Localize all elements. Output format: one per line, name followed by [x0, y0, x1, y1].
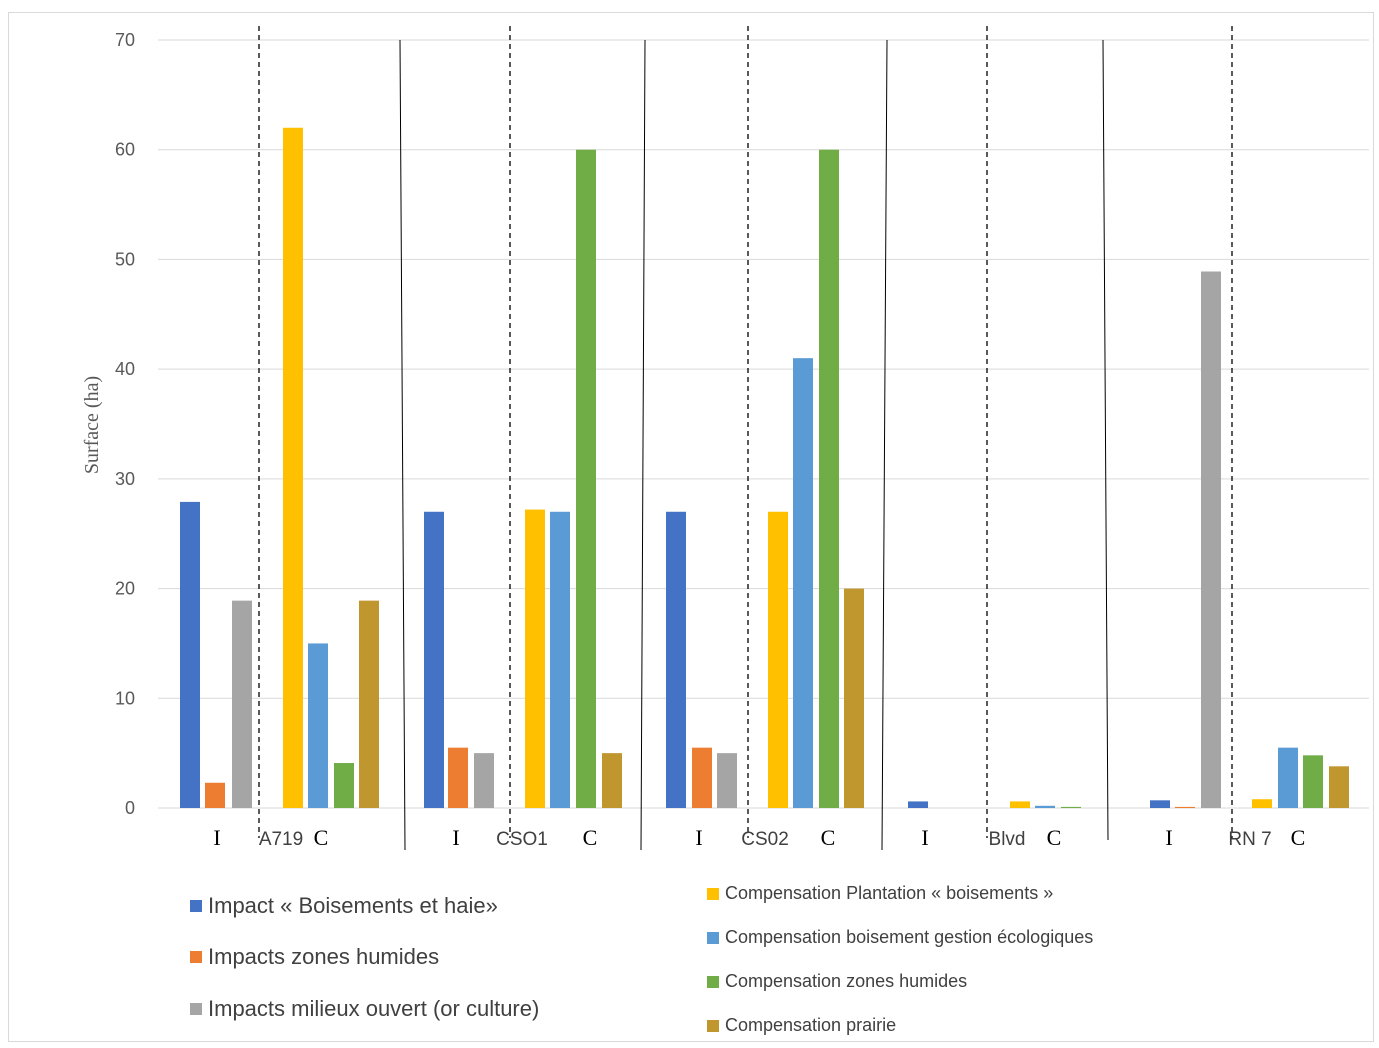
x-label-impact: I	[921, 825, 928, 850]
x-label-impact: I	[1165, 825, 1172, 850]
group-separator	[399, 39, 406, 851]
legend-swatch	[707, 975, 719, 988]
legend-label: Impacts milieux ouvert (or culture)	[208, 996, 540, 1021]
bar-cso1-compensation-2	[576, 149, 596, 808]
bar-a719-compensation-1	[308, 643, 328, 808]
bar-cs02-impact-0	[666, 511, 686, 808]
y-tick-label: 40	[115, 359, 135, 379]
bar-rn-7-impact-1	[1175, 806, 1195, 808]
y-tick-label: 0	[125, 798, 135, 818]
legend-item-comp-zones-humides: Compensation zones humides	[707, 971, 967, 992]
legend-label: Impacts zones humides	[208, 944, 440, 969]
x-label-impact: I	[452, 825, 459, 850]
bar-a719-impact-1	[205, 782, 225, 808]
x-label-compensation: C	[1047, 825, 1062, 850]
x-label-group-name: CS02	[741, 829, 789, 850]
bar-cs02-compensation-0	[768, 511, 788, 808]
bar-cso1-impact-2	[474, 753, 494, 808]
bar-blvd-compensation-1	[1035, 805, 1055, 808]
legend-item-comp-prairie: Compensation prairie	[707, 1015, 896, 1036]
x-axis-labels: I A719 C I CSO1 C I CS02 C I Blvd C I RN 7 C	[213, 825, 1305, 850]
bar-cs02-compensation-1	[793, 358, 813, 808]
bar-rn-7-compensation-2	[1303, 755, 1323, 808]
bar-cso1-compensation-0	[525, 509, 545, 808]
group-separator	[881, 39, 888, 851]
bar-rn-7-impact-2	[1201, 271, 1221, 808]
legend-swatch	[190, 1003, 202, 1015]
x-label-group-name: Blvd	[989, 829, 1026, 850]
bar-cs02-compensation-3	[844, 588, 864, 808]
bar-a719-compensation-2	[334, 763, 354, 808]
legend-swatch	[707, 887, 719, 900]
x-label-compensation: C	[314, 825, 329, 850]
group-separator	[1102, 39, 1109, 841]
y-tick-label: 30	[115, 469, 135, 489]
y-tick-label: 60	[115, 140, 135, 160]
chart-frame	[8, 12, 1374, 1042]
legend-label: Compensation zones humides	[725, 971, 968, 991]
legend-swatch	[707, 931, 719, 944]
legend-item-comp-boisement-gestion: Compensation boisement gestion écologiqu…	[707, 927, 1093, 948]
y-tick-label: 10	[115, 688, 135, 708]
x-label-group-name: A719	[259, 829, 303, 850]
legend-swatch	[707, 1019, 719, 1032]
bar-chart: 0 10 20 30 40 50 60 70 I A719 C I CSO1 C I CS02 C I Blvd C…	[81, 26, 1369, 851]
bars	[180, 127, 1349, 809]
bar-cso1-impact-1	[448, 747, 468, 808]
bar-blvd-compensation-0	[1010, 801, 1030, 808]
x-label-compensation: C	[583, 825, 598, 850]
x-label-compensation: C	[1291, 825, 1306, 850]
bar-blvd-impact-0	[908, 801, 928, 808]
y-tick-label: 50	[115, 249, 135, 269]
y-tick-label: 20	[115, 579, 135, 599]
bar-rn-7-compensation-1	[1278, 747, 1298, 808]
y-axis-ticks: 0 10 20 30 40 50 60 70	[115, 30, 135, 818]
legend-label: Compensation prairie	[725, 1015, 897, 1035]
y-tick-label: 70	[115, 30, 135, 50]
group-separator	[640, 39, 646, 851]
legend-swatch	[190, 900, 202, 912]
bar-a719-impact-0	[180, 501, 200, 808]
legend-label: Compensation Plantation « boisements »	[725, 883, 1054, 903]
x-label-impact: I	[695, 825, 702, 850]
legend-item-comp-plantation: Compensation Plantation « boisements »	[707, 883, 1053, 904]
y-axis-title: Surface (ha)	[81, 376, 103, 474]
legend-item-impact-boisements: Impact « Boisements et haie»	[190, 893, 498, 919]
bar-rn-7-impact-0	[1150, 800, 1170, 808]
x-label-impact: I	[213, 825, 220, 850]
bar-rn-7-compensation-3	[1329, 766, 1349, 808]
legend-label: Impact « Boisements et haie»	[208, 893, 498, 918]
bar-a719-compensation-3	[359, 600, 379, 808]
bar-cs02-impact-1	[692, 747, 712, 808]
bar-cso1-impact-0	[424, 511, 444, 808]
grid-lines	[158, 39, 1369, 809]
legend-label: Compensation boisement gestion écologiqu…	[725, 927, 1094, 947]
bar-rn-7-compensation-0	[1252, 799, 1272, 808]
bar-cs02-compensation-2	[819, 149, 839, 808]
bar-cs02-impact-2	[717, 753, 737, 808]
x-label-group-name: RN 7	[1228, 829, 1271, 850]
legend-item-impact-milieux-ouvert: Impacts milieux ouvert (or culture)	[190, 996, 539, 1022]
group-separators	[258, 26, 1233, 851]
x-label-compensation: C	[821, 825, 836, 850]
legend-swatch	[190, 951, 202, 963]
legend-item-impact-zones-humides: Impacts zones humides	[190, 944, 439, 970]
bar-cso1-compensation-1	[550, 511, 570, 808]
bar-a719-compensation-0	[283, 127, 303, 809]
x-label-group-name: CSO1	[496, 829, 548, 850]
bar-cso1-compensation-3	[602, 753, 622, 808]
bar-blvd-compensation-2	[1061, 806, 1081, 808]
bar-a719-impact-2	[232, 600, 252, 808]
